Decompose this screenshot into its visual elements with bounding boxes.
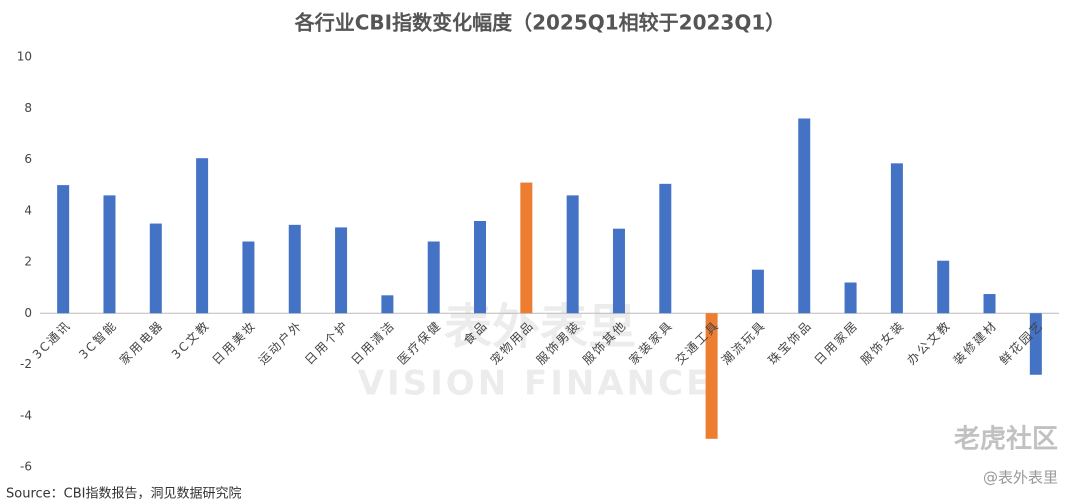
x-tick-label: 3C通讯 [30, 318, 74, 362]
y-tick-label: 8 [24, 101, 32, 115]
x-tick-label: 潮流玩具 [718, 317, 768, 367]
bar [103, 195, 116, 314]
y-tick-label: -4 [20, 408, 32, 422]
source-note: Source：CBI指数报告，洞见数据研究院 [6, 487, 241, 502]
bar [566, 195, 579, 314]
x-tick-label: 日用个护 [302, 318, 352, 368]
bar [937, 260, 950, 314]
x-tick-label: 3C智能 [76, 317, 121, 362]
bar [335, 227, 348, 314]
x-tick-label: 日用美妆 [210, 318, 260, 368]
y-tick-label: 2 [24, 255, 32, 269]
bar [659, 183, 672, 314]
bar [1029, 313, 1042, 375]
x-tick-label: 办公文教 [904, 317, 954, 367]
bar [288, 224, 301, 314]
bar [427, 241, 440, 314]
x-tick-label: 服饰女装 [857, 317, 907, 367]
bar [196, 158, 209, 314]
bar [242, 241, 255, 314]
y-tick-label: 6 [24, 152, 32, 166]
bar [751, 269, 764, 314]
chart-title: 各行业CBI指数变化幅度（2025Q1相较于2023Q1） [294, 11, 786, 35]
bar [57, 185, 70, 314]
bar [612, 228, 625, 314]
bar [983, 294, 996, 314]
x-tick-label: 装修建材 [950, 317, 1000, 367]
bar [474, 221, 487, 314]
watermark: 老虎社区 [954, 424, 1058, 455]
bar [890, 163, 903, 314]
x-tick-label: 珠宝饰品 [765, 318, 815, 368]
x-tick-label: 运动户外 [255, 317, 305, 367]
x-tick-label: 日用家居 [811, 317, 861, 367]
y-tick-label: 0 [24, 306, 32, 320]
bar [844, 282, 857, 314]
bar [520, 182, 533, 314]
bar [149, 223, 162, 314]
bar [381, 295, 394, 314]
bar [798, 118, 811, 314]
y-tick-label: 4 [24, 203, 32, 217]
bar [705, 313, 718, 439]
x-tick-label: 医疗保健 [395, 318, 445, 368]
y-tick-label: 10 [17, 50, 32, 64]
x-tick-label: 3C文教 [168, 317, 213, 362]
watermark: @表外表里 [983, 469, 1058, 487]
x-tick-label: 日用清洁 [348, 318, 398, 368]
y-tick-label: -6 [20, 460, 32, 474]
y-tick-label: -2 [20, 357, 32, 371]
x-tick-label: 家用电器 [116, 317, 166, 367]
watermark: VISION FINANCE [358, 364, 713, 404]
